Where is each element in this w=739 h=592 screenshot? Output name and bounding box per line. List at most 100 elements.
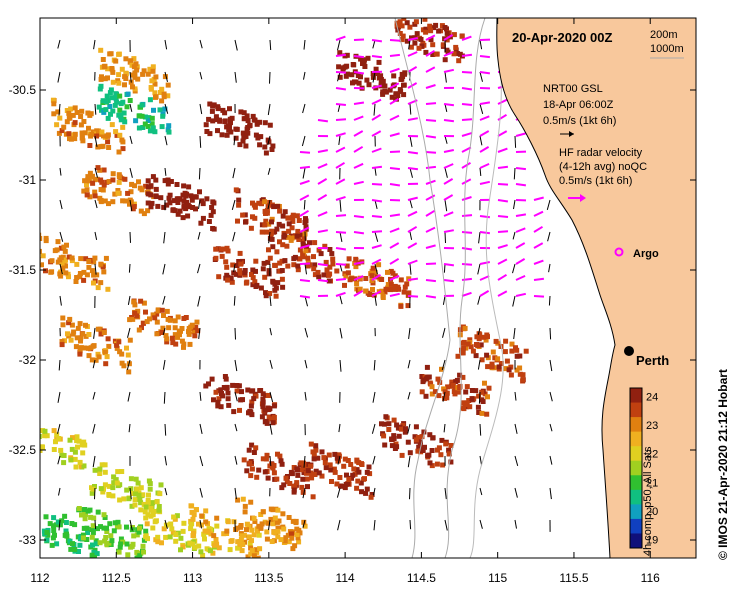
model-arrow bbox=[339, 231, 343, 242]
model-arrow bbox=[338, 423, 341, 433]
model-arrow bbox=[444, 519, 448, 531]
radar-arrow bbox=[497, 215, 509, 218]
model-arrow bbox=[234, 487, 237, 500]
sst-pixel bbox=[127, 317, 133, 323]
sst-pixel bbox=[116, 179, 122, 185]
sst-pixel bbox=[326, 278, 332, 284]
sst-pixel bbox=[119, 66, 125, 72]
sst-pixel bbox=[227, 106, 232, 112]
sst-pixel bbox=[361, 57, 367, 63]
radar-arrow bbox=[407, 242, 418, 249]
model-arrow bbox=[339, 295, 343, 305]
sst-pixel bbox=[204, 129, 210, 134]
sst-pixel bbox=[354, 467, 360, 473]
sst-pixel bbox=[64, 108, 70, 113]
radar-arrow bbox=[515, 132, 526, 137]
sst-pixel bbox=[136, 125, 142, 131]
sst-pixel bbox=[114, 91, 119, 97]
sst-pixel bbox=[248, 473, 254, 479]
sst-pixel bbox=[55, 519, 61, 525]
radar-arrow bbox=[317, 263, 329, 267]
model-arrow bbox=[269, 295, 272, 307]
sst-pixel bbox=[295, 467, 300, 473]
sst-pixel bbox=[149, 78, 155, 84]
sst-pixel bbox=[84, 192, 90, 198]
sst-pixel bbox=[467, 337, 473, 343]
sst-pixel bbox=[351, 62, 357, 68]
sst-pixel bbox=[215, 128, 220, 134]
sst-pixel bbox=[99, 129, 105, 135]
sst-pixel bbox=[97, 167, 103, 173]
sst-pixel bbox=[224, 272, 230, 278]
radar-arrow bbox=[335, 103, 347, 106]
sst-pixel bbox=[242, 270, 248, 276]
y-tick-label: -33 bbox=[19, 533, 37, 547]
sst-pixel bbox=[226, 402, 232, 408]
sst-pixel bbox=[81, 277, 87, 283]
radar-arrow bbox=[389, 132, 400, 137]
sst-pixel bbox=[87, 194, 93, 200]
sst-pixel bbox=[461, 339, 467, 345]
sst-pixel bbox=[143, 534, 149, 540]
sst-pixel bbox=[82, 442, 88, 448]
sst-pixel bbox=[327, 264, 333, 270]
sst-pixel bbox=[348, 462, 354, 467]
sst-pixel bbox=[280, 223, 286, 229]
model-arrow bbox=[269, 455, 272, 466]
radar-arrow bbox=[353, 180, 364, 185]
sst-pixel bbox=[195, 328, 201, 334]
sst-pixel bbox=[161, 91, 167, 97]
sst-pixel bbox=[378, 81, 384, 87]
sst-pixel bbox=[251, 515, 257, 521]
sst-pixel bbox=[493, 338, 499, 344]
colorbar-swatch bbox=[630, 402, 642, 418]
sst-pixel bbox=[78, 335, 84, 341]
sst-pixel bbox=[30, 513, 35, 518]
model-arrow bbox=[339, 359, 342, 372]
sst-pixel bbox=[265, 259, 271, 265]
radar-arrow bbox=[461, 118, 473, 121]
radar-arrow bbox=[533, 225, 544, 233]
argo-marker bbox=[614, 247, 624, 257]
radar-arrow bbox=[299, 179, 310, 185]
sst-pixel bbox=[517, 371, 523, 377]
sst-pixel bbox=[235, 545, 241, 551]
y-axis: -30.5-31-31.5-32-32.5-33 bbox=[9, 83, 696, 547]
sst-pixel bbox=[110, 493, 116, 499]
model-arrow bbox=[444, 167, 448, 178]
model-arrow bbox=[373, 519, 376, 531]
sst-pixel bbox=[145, 178, 151, 184]
sst-pixel bbox=[211, 200, 217, 206]
sst-pixel bbox=[94, 133, 100, 139]
sst-pixel bbox=[147, 481, 153, 487]
sst-pixel bbox=[279, 485, 285, 491]
sst-pixel bbox=[243, 219, 248, 225]
sst-pixel bbox=[214, 117, 220, 123]
sst-pixel bbox=[353, 264, 359, 270]
sst-pixel bbox=[135, 76, 141, 82]
radar-arrow bbox=[389, 167, 401, 171]
model-arrow bbox=[548, 295, 551, 306]
sst-pixel bbox=[147, 316, 152, 322]
sst-pixel bbox=[93, 357, 99, 363]
perth-marker bbox=[624, 346, 634, 356]
sst-pixel bbox=[444, 37, 450, 43]
sst-pixel bbox=[259, 414, 265, 420]
sst-pixel bbox=[181, 341, 187, 347]
sst-pixel bbox=[211, 397, 216, 403]
sst-pixel bbox=[285, 215, 291, 221]
sst-pixel bbox=[209, 108, 215, 114]
radar-arrow bbox=[371, 165, 383, 169]
sst-pixel bbox=[70, 331, 76, 337]
model-arrow bbox=[372, 71, 376, 83]
sst-pixel bbox=[92, 255, 98, 261]
sst-pixel bbox=[281, 234, 287, 240]
sst-pixel bbox=[75, 325, 81, 331]
sst-pixel bbox=[449, 379, 455, 385]
sst-pixel bbox=[143, 528, 149, 534]
sst-pixel bbox=[399, 452, 405, 458]
sst-pixel bbox=[354, 457, 360, 463]
sst-pixel bbox=[120, 124, 126, 130]
sst-pixel bbox=[155, 203, 161, 209]
sst-pixel bbox=[282, 538, 288, 544]
